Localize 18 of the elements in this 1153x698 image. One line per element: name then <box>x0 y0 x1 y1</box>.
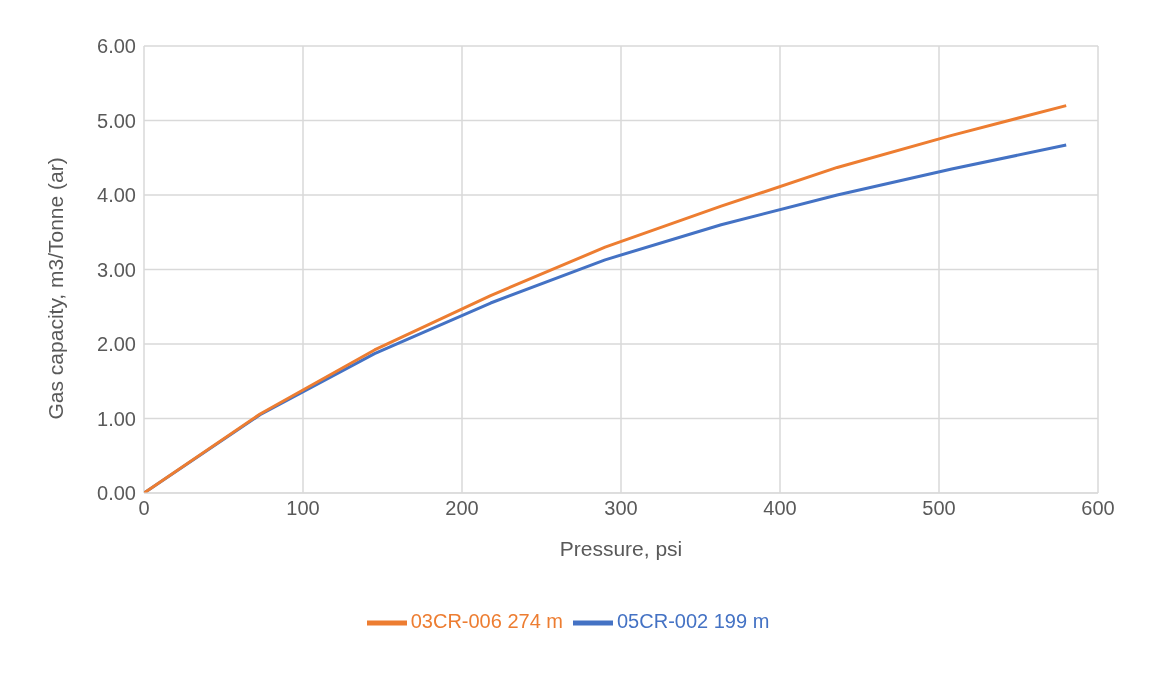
y-tick-label: 6.00 <box>97 35 136 58</box>
y-tick-label: 2.00 <box>97 333 136 356</box>
x-tick-label: 500 <box>922 497 956 520</box>
x-axis-title: Pressure, psi <box>559 536 683 560</box>
y-tick-label: 1.00 <box>97 407 136 430</box>
x-tick-label: 0 <box>138 497 150 520</box>
x-tick-label: 600 <box>1081 497 1115 520</box>
legend-label: 05CR-002 199 m <box>617 610 770 633</box>
y-tick-label: 5.00 <box>97 109 136 132</box>
y-tick-label: 4.00 <box>97 184 136 207</box>
y-tick-label: 0.00 <box>97 482 136 505</box>
x-tick-label: 300 <box>604 497 638 520</box>
legend-label: 03CR-006 274 m <box>410 610 563 633</box>
y-axis-title: Gas capacity, m3/Tonne (ar) <box>44 157 68 420</box>
x-tick-label: 200 <box>445 497 479 520</box>
x-tick-label: 400 <box>763 497 797 520</box>
y-tick-label: 3.00 <box>97 258 136 281</box>
x-tick-label: 100 <box>286 497 320 520</box>
